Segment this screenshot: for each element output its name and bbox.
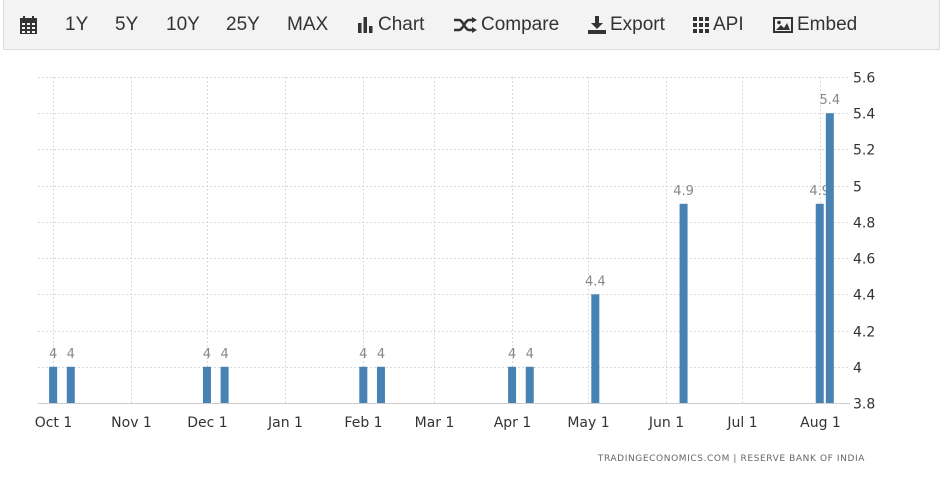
y-tick-label: 4.4 — [853, 288, 875, 304]
export-button[interactable]: Export — [588, 0, 665, 49]
x-tick-label: May 1 — [567, 415, 609, 431]
range-10y-label: 10Y — [166, 13, 200, 35]
data-label: 4 — [49, 347, 57, 362]
bar — [508, 366, 517, 403]
shuffle-icon — [454, 16, 477, 33]
data-label: 4 — [508, 347, 516, 362]
range-1y-label: 1Y — [65, 13, 89, 35]
range-25y-label: 25Y — [226, 13, 260, 35]
range-max-label: MAX — [287, 13, 329, 35]
bar — [220, 366, 229, 403]
range-5y-label: 5Y — [115, 13, 139, 35]
y-tick-label: 4.2 — [853, 325, 875, 341]
y-tick-label: 5 — [853, 180, 862, 196]
data-label: 4 — [377, 347, 385, 362]
x-tick-label: Apr 1 — [494, 415, 532, 431]
x-tick-label: Nov 1 — [111, 415, 152, 431]
export-label: Export — [610, 13, 665, 35]
range-1y-button[interactable]: 1Y — [65, 0, 88, 49]
api-label: API — [713, 13, 744, 35]
chart-type-label: Chart — [378, 13, 425, 35]
y-tick-label: 5.4 — [853, 107, 875, 123]
y-tick-label: 5.6 — [853, 71, 875, 87]
range-max-button[interactable]: MAX — [287, 0, 328, 49]
x-tick-label: Oct 1 — [35, 415, 73, 431]
y-tick-label: 3.8 — [853, 397, 875, 413]
bar — [679, 203, 688, 403]
data-label: 4 — [220, 347, 228, 362]
source-credit: TRADINGECONOMICS.COM | RESERVE BANK OF I… — [597, 454, 865, 464]
y-tick-label: 4.6 — [853, 252, 875, 268]
chart-type-button[interactable]: Chart — [357, 0, 424, 49]
embed-label: Embed — [797, 13, 858, 35]
x-tick-label: Jun 1 — [648, 415, 684, 431]
download-icon — [588, 15, 606, 34]
compare-label: Compare — [481, 13, 560, 35]
bar — [815, 203, 824, 403]
chart-toolbar: 1Y 5Y 10Y 25Y MAX Chart Compare Export — [3, 0, 940, 50]
bar — [591, 294, 600, 403]
chart-area: 3.8 4 4.2 4.4 4.6 4.8 5 5.2 5.4 5.6 Oct 1 Nov 1 Dec … — [0, 50, 949, 474]
compare-button[interactable]: Compare — [453, 0, 559, 49]
data-label: 5.4 — [819, 93, 840, 108]
bar — [359, 366, 368, 403]
bar — [66, 366, 75, 403]
data-label: 4 — [526, 347, 534, 362]
x-tick-label: Jul 1 — [726, 415, 757, 431]
calendar-button[interactable] — [20, 0, 37, 49]
api-button[interactable]: API — [693, 0, 744, 49]
range-5y-button[interactable]: 5Y — [115, 0, 138, 49]
x-tick-label: Mar 1 — [415, 415, 455, 431]
x-tick-label: Feb 1 — [344, 415, 382, 431]
image-icon — [773, 16, 793, 33]
data-label: 4.4 — [585, 274, 606, 289]
y-tick-label: 4 — [853, 361, 862, 377]
bar-chart: 3.8 4 4.2 4.4 4.6 4.8 5 5.2 5.4 5.6 Oct 1 Nov 1 Dec … — [35, 71, 876, 432]
bar — [202, 366, 211, 403]
data-label: 4.9 — [673, 184, 694, 199]
data-label: 4 — [203, 347, 211, 362]
data-label: 4 — [67, 347, 75, 362]
bar-chart-icon — [358, 17, 373, 33]
grid-icon — [693, 16, 709, 33]
x-tick-label: Dec 1 — [187, 415, 227, 431]
range-10y-button[interactable]: 10Y — [166, 0, 200, 49]
x-tick-label: Aug 1 — [800, 415, 841, 431]
range-25y-button[interactable]: 25Y — [226, 0, 260, 49]
y-tick-label: 4.8 — [853, 216, 875, 232]
calendar-icon — [20, 15, 37, 34]
data-label: 4 — [359, 347, 367, 362]
data-label: 4.9 — [809, 184, 830, 199]
bar — [49, 366, 58, 403]
x-tick-label: Jan 1 — [267, 415, 303, 431]
bar — [376, 366, 385, 403]
embed-button[interactable]: Embed — [773, 0, 857, 49]
bar — [825, 113, 834, 403]
y-tick-label: 5.2 — [853, 143, 875, 159]
bar — [525, 366, 534, 403]
